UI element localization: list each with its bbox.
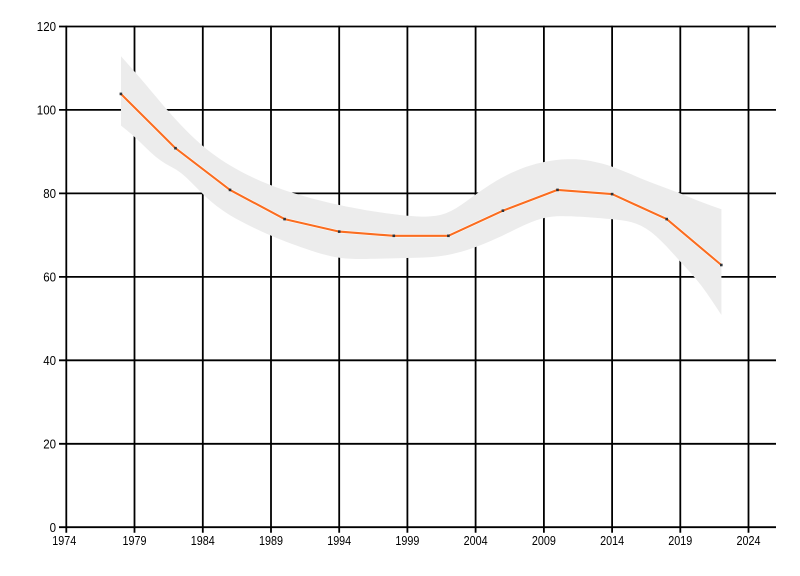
svg-text:120: 120 [37,20,56,34]
svg-text:2024: 2024 [737,534,761,548]
svg-text:1994: 1994 [327,534,351,548]
svg-text:2014: 2014 [600,534,624,548]
svg-text:2009: 2009 [532,534,556,548]
svg-text:1989: 1989 [259,534,283,548]
svg-text:1999: 1999 [395,534,419,548]
svg-text:20: 20 [43,438,56,452]
svg-text:1974: 1974 [52,534,76,548]
svg-text:2019: 2019 [668,534,692,548]
svg-text:80: 80 [43,187,56,201]
svg-text:2004: 2004 [464,534,488,548]
svg-text:1979: 1979 [123,534,147,548]
svg-text:60: 60 [43,271,56,285]
svg-text:1984: 1984 [191,534,215,548]
svg-text:0: 0 [50,521,56,535]
svg-text:100: 100 [37,104,56,118]
svg-text:40: 40 [43,354,56,368]
